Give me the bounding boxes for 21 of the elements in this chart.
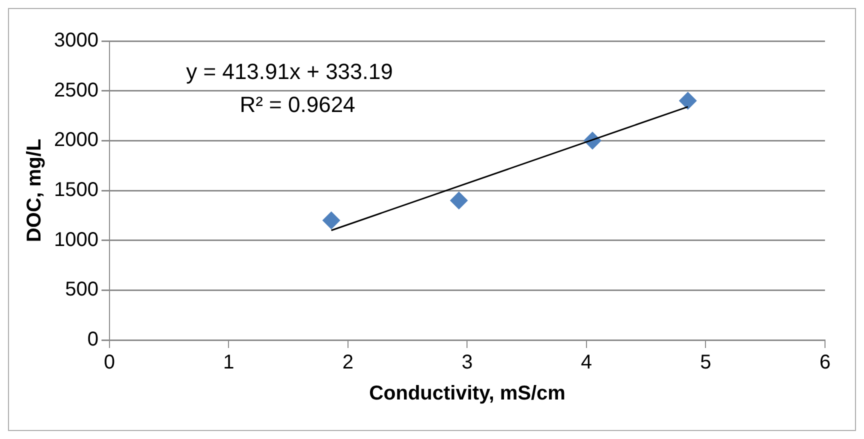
annotation: y = 413.91x + 333.19: [186, 59, 393, 84]
point: [322, 211, 340, 230]
y-tick-label: 2500: [54, 79, 98, 102]
y-axis-title: DOC, mg/L: [24, 138, 46, 242]
point: [450, 191, 468, 210]
x-tick-label: 5: [700, 352, 712, 374]
y-tick-label: 500: [65, 278, 98, 301]
x-tick-label: 4: [580, 352, 592, 374]
annotation: R² = 0.9624: [240, 92, 356, 118]
x-axis-title: Conductivity, mS/cm: [369, 382, 566, 405]
x-tick-label: 1: [223, 352, 234, 374]
x-tick-label: 0: [104, 352, 116, 374]
y-tick-label: 1500: [54, 179, 98, 202]
x-tick-label: 2: [342, 352, 354, 374]
x-tick-label: 3: [462, 352, 473, 374]
y-tick-label: 1000: [54, 228, 98, 251]
x-tick-label: 6: [819, 352, 831, 374]
y-tick-label: 2000: [54, 129, 98, 152]
y-tick-label: 3000: [54, 30, 98, 52]
y-tick-label: 0: [87, 328, 98, 351]
point: [678, 92, 697, 110]
